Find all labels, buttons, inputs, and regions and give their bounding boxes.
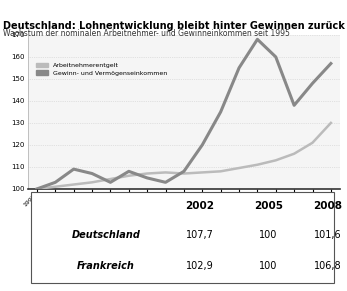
Text: 100: 100 xyxy=(259,261,277,271)
Text: 2005: 2005 xyxy=(254,201,283,211)
Text: Deutschland: Deutschland xyxy=(71,230,140,240)
Text: Frankreich: Frankreich xyxy=(77,261,135,271)
Text: 2002: 2002 xyxy=(185,201,214,211)
Text: Wachstum der nominalen Arbeitnehmer- und Gewinneinkommen seit 1995: Wachstum der nominalen Arbeitnehmer- und… xyxy=(3,29,290,38)
Text: 100: 100 xyxy=(259,230,277,240)
FancyBboxPatch shape xyxy=(31,192,334,283)
Legend: Arbeitnehmerentgelt, Gewinn- und Vermögenseinkommen: Arbeitnehmerentgelt, Gewinn- und Vermöge… xyxy=(34,61,169,77)
Text: 2008: 2008 xyxy=(313,201,342,211)
Text: 101,6: 101,6 xyxy=(314,230,341,240)
Text: 106,8: 106,8 xyxy=(314,261,341,271)
Text: 102,9: 102,9 xyxy=(186,261,213,271)
Text: 107,7: 107,7 xyxy=(186,230,213,240)
Text: Deutschland: Lohnentwicklung bleibt hinter Gewinnen zurück: Deutschland: Lohnentwicklung bleibt hint… xyxy=(3,21,345,31)
